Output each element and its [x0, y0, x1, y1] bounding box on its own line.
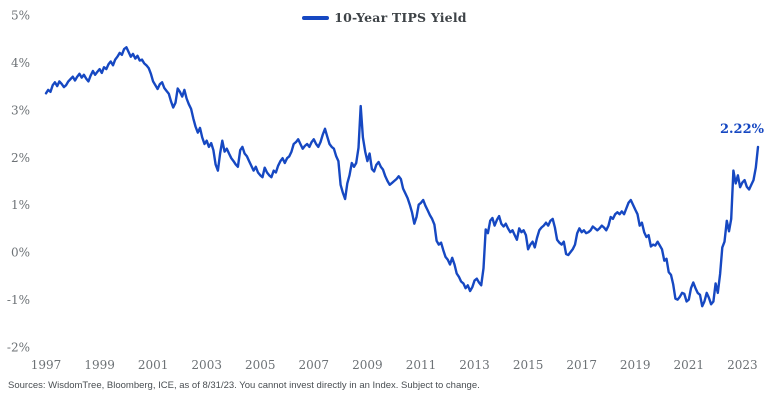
- source-note: Sources: WisdomTree, Bloomberg, ICE, as …: [8, 380, 480, 391]
- y-axis-tick: 4%: [11, 56, 30, 70]
- y-axis-tick: -2%: [7, 341, 30, 355]
- x-axis-tick: 2019: [620, 358, 651, 372]
- x-axis-tick: 2023: [727, 358, 758, 372]
- y-axis-tick: 2%: [11, 151, 30, 165]
- x-axis-tick: 1997: [31, 358, 62, 372]
- last-value-annotation: 2.22%: [719, 122, 764, 137]
- x-axis-tick: 2011: [406, 358, 437, 372]
- tips-yield-line: [44, 46, 760, 308]
- x-axis-tick: 2013: [459, 358, 490, 372]
- y-axis-tick: 5%: [11, 9, 30, 23]
- x-axis-tick: 2005: [245, 358, 276, 372]
- x-axis-tick: 2007: [299, 358, 330, 372]
- x-axis-tick: 2001: [138, 358, 169, 372]
- y-axis-tick: 0%: [11, 246, 30, 260]
- x-axis-tick: 2015: [513, 358, 544, 372]
- y-axis-tick: -1%: [7, 293, 30, 307]
- x-axis-tick: 2021: [674, 358, 705, 372]
- x-axis-tick: 2009: [352, 358, 383, 372]
- y-axis-tick: 3%: [11, 103, 30, 117]
- y-axis-tick: 1%: [11, 198, 30, 212]
- x-axis-tick: 1999: [84, 358, 115, 372]
- y-axis: 5% 4% 3% 2% 1% 0% -1% -2%: [7, 9, 30, 355]
- x-axis: 1997 1999 2001 2003 2005 2007 2009 2011 2013 2015…: [31, 358, 758, 372]
- x-axis-tick: 2003: [191, 358, 222, 372]
- x-axis-tick: 2017: [566, 358, 597, 372]
